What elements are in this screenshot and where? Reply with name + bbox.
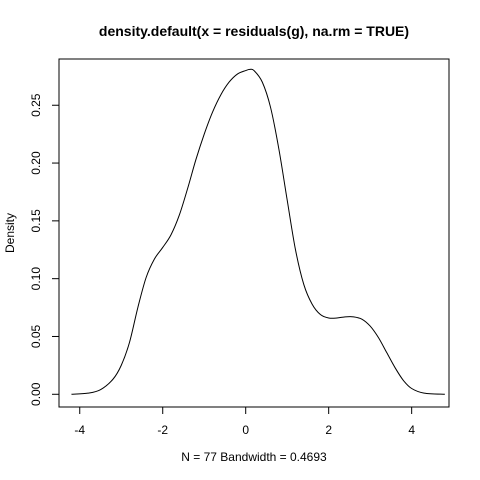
y-axis: 0.00 0.05 0.10 0.15 0.20 0.25 <box>29 93 60 406</box>
y-tick-label: 0.05 <box>29 324 43 348</box>
chart-title: density.default(x = residuals(g), na.rm … <box>99 23 409 39</box>
y-tick-label: 0.00 <box>29 382 43 406</box>
x-tick-label: 2 <box>325 423 332 437</box>
x-tick-label: -4 <box>74 423 85 437</box>
x-axis-label: N = 77 Bandwidth = 0.4693 <box>181 450 327 464</box>
x-tick-label: 4 <box>408 423 415 437</box>
y-tick-label: 0.15 <box>29 209 43 233</box>
x-axis: -4 -2 0 2 4 <box>74 406 415 437</box>
y-tick-label: 0.10 <box>29 267 43 291</box>
plot-frame <box>58 58 450 408</box>
y-axis-label: Density <box>3 213 17 253</box>
y-tick-label: 0.20 <box>29 151 43 175</box>
y-tick-label: 0.25 <box>29 93 43 117</box>
x-tick-label: -2 <box>157 423 168 437</box>
density-curve <box>71 68 445 395</box>
x-tick-label: 0 <box>242 423 249 437</box>
